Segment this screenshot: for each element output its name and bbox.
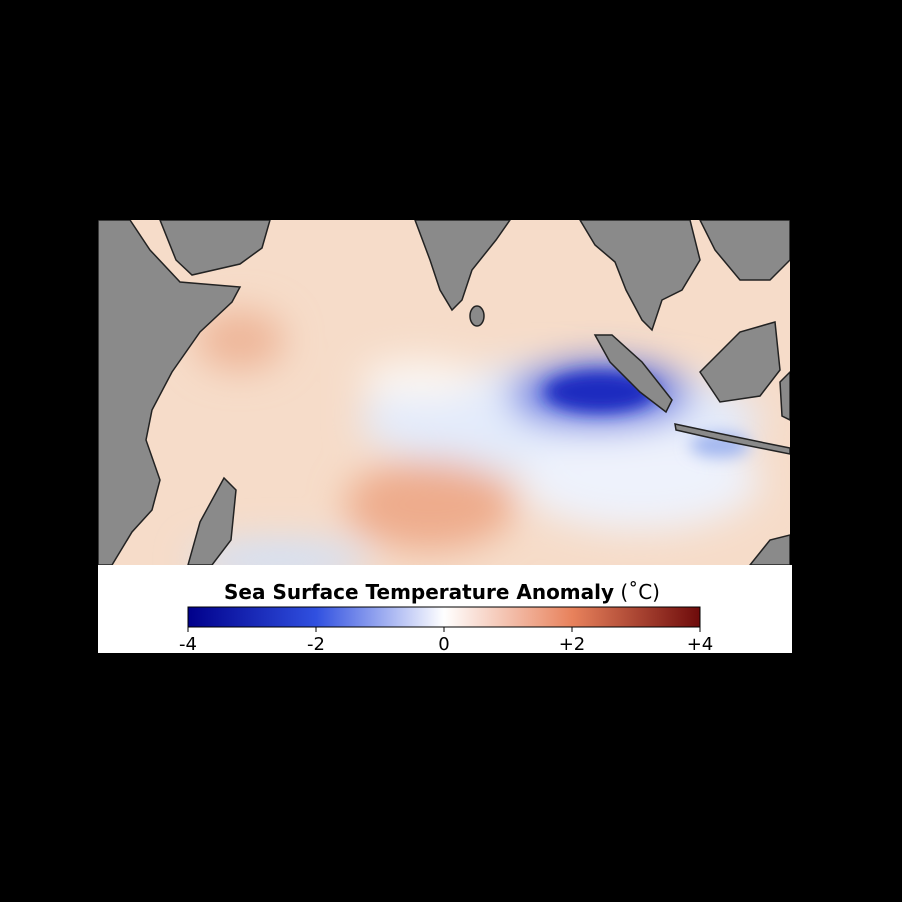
tick-label: -2 <box>307 634 325 655</box>
legend-unit: (˚C) <box>620 580 660 604</box>
legend-title: Sea Surface Temperature Anomaly <box>224 580 614 604</box>
legend-title-line: Sea Surface Temperature Anomaly (˚C) <box>224 580 660 604</box>
map <box>98 220 790 565</box>
tick-label: -4 <box>179 634 197 655</box>
colorbar <box>187 606 701 628</box>
tick-label: +2 <box>559 634 586 655</box>
colorbar-ticks: -4 -2 0 +2 +4 <box>179 627 713 655</box>
tick-label: +4 <box>687 634 714 655</box>
tick-label: 0 <box>438 634 449 655</box>
